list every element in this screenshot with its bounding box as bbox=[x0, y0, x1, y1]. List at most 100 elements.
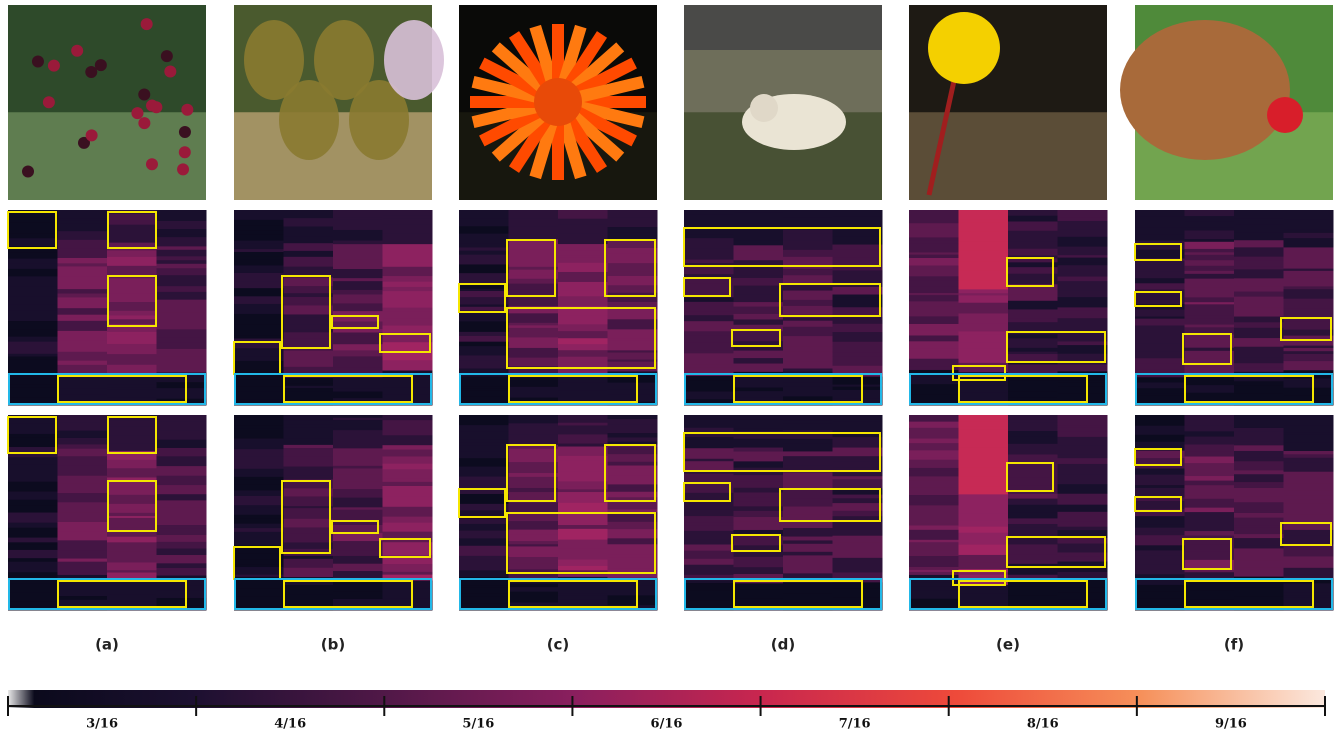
heat-stripe bbox=[383, 426, 433, 436]
berry bbox=[150, 101, 162, 113]
heat-stripe bbox=[959, 271, 1009, 281]
heat-stripe bbox=[608, 218, 658, 228]
heat-stripe bbox=[833, 536, 883, 544]
heat-stripe bbox=[833, 543, 883, 550]
heat-stripe bbox=[1234, 560, 1284, 568]
heat-stripe bbox=[157, 388, 207, 399]
heat-stripe bbox=[558, 379, 608, 382]
heat-stripe bbox=[383, 523, 433, 532]
heat-stripe bbox=[1234, 233, 1284, 241]
heat-stripe bbox=[1008, 454, 1058, 463]
heat-stripe bbox=[8, 500, 58, 506]
heat-stripe bbox=[8, 472, 58, 482]
heat-stripe bbox=[833, 353, 883, 358]
heat-stripe bbox=[383, 287, 433, 292]
heat-stripe bbox=[1135, 319, 1185, 326]
heat-stripe bbox=[459, 556, 509, 560]
heat-stripe bbox=[8, 544, 58, 550]
heat-stripe bbox=[783, 540, 833, 544]
heat-stripe bbox=[157, 586, 207, 591]
heat-stripe bbox=[1185, 216, 1235, 222]
heat-stripe bbox=[284, 496, 334, 506]
heat-stripe bbox=[684, 368, 734, 377]
heat-stripe bbox=[909, 384, 959, 395]
heat-stripe bbox=[459, 297, 509, 305]
heat-stripe bbox=[58, 258, 108, 264]
heat-stripe bbox=[459, 432, 509, 440]
heat-stripe bbox=[558, 350, 608, 357]
heat-stripe bbox=[333, 269, 383, 279]
heat-stripe bbox=[1058, 415, 1108, 426]
heat-stripe bbox=[909, 550, 959, 556]
heat-stripe bbox=[1058, 341, 1108, 345]
heat-stripe bbox=[1058, 527, 1108, 531]
heat-stripe bbox=[783, 593, 833, 603]
heat-stripe bbox=[157, 221, 207, 230]
heat-stripe bbox=[459, 574, 509, 578]
heat-stripe bbox=[459, 458, 509, 467]
heat-stripe bbox=[8, 337, 58, 342]
heat-stripe bbox=[684, 219, 734, 228]
heat-stripe bbox=[783, 444, 833, 452]
heat-stripe bbox=[107, 435, 157, 444]
heat-stripe bbox=[107, 405, 157, 406]
heat-stripe bbox=[234, 234, 284, 241]
heat-stripe bbox=[1135, 358, 1185, 364]
heat-stripe bbox=[1135, 210, 1185, 217]
heat-stripe bbox=[459, 519, 509, 525]
heat-stripe bbox=[909, 582, 959, 587]
heat-stripe bbox=[1185, 337, 1235, 345]
heat-stripe bbox=[8, 253, 58, 259]
heat-stripe bbox=[1135, 278, 1185, 284]
heat-stripe bbox=[107, 509, 157, 513]
heat-stripe bbox=[608, 390, 658, 395]
heat-stripe bbox=[107, 225, 157, 233]
heat-stripe bbox=[1008, 221, 1058, 231]
heat-stripe bbox=[1008, 210, 1058, 216]
heat-stripe bbox=[734, 358, 784, 364]
heat-stripe bbox=[1135, 458, 1185, 469]
heat-stripe bbox=[909, 228, 959, 238]
heat-stripe bbox=[783, 306, 833, 310]
berry bbox=[71, 45, 83, 57]
heat-stripe bbox=[58, 444, 108, 449]
heat-stripe bbox=[1234, 470, 1284, 474]
heat-stripe bbox=[783, 544, 833, 553]
heat-stripe bbox=[909, 556, 959, 567]
heat-stripe bbox=[1284, 525, 1334, 531]
heat-stripe bbox=[333, 241, 383, 245]
berry bbox=[43, 96, 55, 108]
heat-stripe bbox=[284, 438, 334, 445]
heat-stripe bbox=[909, 330, 959, 336]
heat-stripe bbox=[157, 485, 207, 495]
heat-stripe bbox=[684, 210, 734, 215]
heat-stripe bbox=[234, 210, 284, 220]
heat-stripe bbox=[1058, 543, 1108, 552]
heat-stripe bbox=[684, 415, 734, 419]
heat-stripe bbox=[558, 290, 608, 296]
heat-stripe bbox=[1234, 545, 1284, 549]
heat-stripe bbox=[8, 342, 58, 352]
heat-stripe bbox=[1284, 220, 1334, 230]
heat-stripe bbox=[107, 562, 157, 570]
heat-stripe bbox=[8, 465, 58, 472]
heat-stripe bbox=[58, 493, 108, 503]
heat-stripe bbox=[558, 303, 608, 307]
heat-stripe bbox=[1135, 310, 1185, 317]
heat-stripe bbox=[383, 482, 433, 487]
heat-stripe bbox=[107, 319, 157, 324]
photo bbox=[8, 5, 206, 200]
heat-stripe bbox=[684, 364, 734, 368]
panel-label: (a) bbox=[95, 636, 119, 654]
heat-stripe bbox=[959, 426, 1009, 430]
heat-stripe bbox=[734, 388, 784, 392]
heat-stripe bbox=[1008, 499, 1058, 506]
heat-stripe bbox=[157, 260, 207, 264]
heat-stripe bbox=[459, 451, 509, 459]
heat-stripe bbox=[1185, 227, 1235, 231]
heat-stripe bbox=[234, 243, 284, 249]
heat-stripe bbox=[383, 300, 433, 309]
heat-stripe bbox=[1008, 534, 1058, 545]
heat-stripe bbox=[1008, 216, 1058, 222]
heat-stripe bbox=[684, 516, 734, 523]
